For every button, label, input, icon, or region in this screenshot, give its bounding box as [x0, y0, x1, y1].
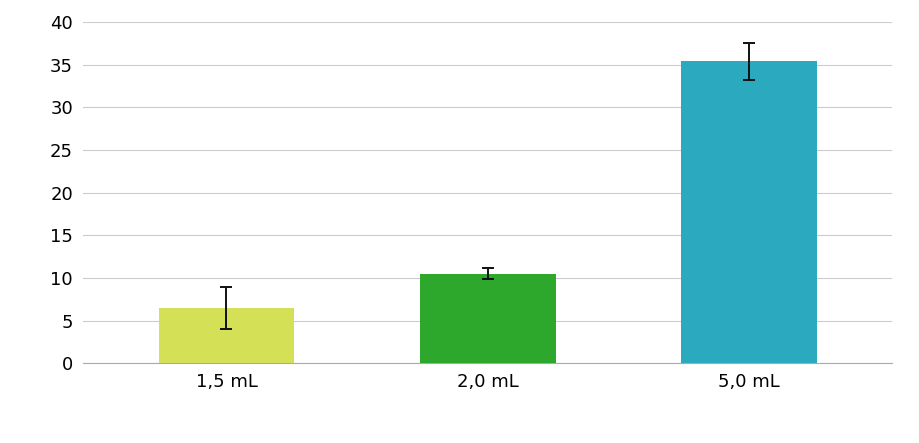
- Bar: [419, 274, 555, 363]
- Bar: [680, 62, 816, 363]
- Bar: [158, 308, 294, 363]
